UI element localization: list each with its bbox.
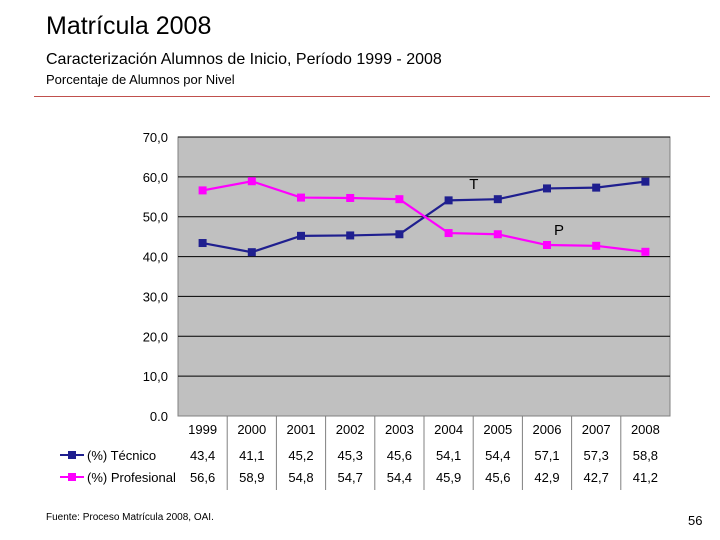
y-tick-label: 30,0 <box>143 289 168 304</box>
legend-label: (%) Técnico <box>87 448 156 463</box>
page-number: 56 <box>688 513 703 528</box>
data-label: 57,1 <box>534 448 559 463</box>
data-point <box>395 230 404 239</box>
data-point <box>346 231 355 240</box>
data-label: 41,1 <box>239 448 264 463</box>
data-point <box>543 184 551 193</box>
x-tick-label: 1999 <box>188 422 217 437</box>
data-point <box>198 239 207 248</box>
data-label: 45,6 <box>387 448 412 463</box>
data-point <box>247 177 256 186</box>
series-annotation: T <box>469 176 478 193</box>
x-tick-label: 2007 <box>582 422 611 437</box>
x-tick-label: 2005 <box>483 422 512 437</box>
y-tick-label: 40,0 <box>143 250 168 265</box>
divider-line <box>34 96 710 97</box>
slide-subtitle: Caracterización Alumnos de Inicio, Perío… <box>46 51 442 68</box>
data-label: 43,4 <box>190 448 215 463</box>
data-point <box>346 193 355 202</box>
x-tick-label: 2004 <box>434 422 463 437</box>
data-label: 58,8 <box>633 448 658 463</box>
data-point <box>493 230 502 239</box>
legend-marker <box>68 451 76 459</box>
data-point <box>444 196 453 205</box>
x-tick-label: 2001 <box>287 422 316 437</box>
data-point <box>198 186 207 195</box>
data-label: 45,9 <box>436 470 461 485</box>
y-tick-label: 0.0 <box>150 409 168 424</box>
x-tick-label: 2003 <box>385 422 414 437</box>
data-point <box>247 248 256 257</box>
x-tick-label: 2006 <box>533 422 562 437</box>
slide-title: Matrícula 2008 <box>46 12 212 40</box>
legend-label: (%) Profesional <box>87 470 176 485</box>
data-label: 54,1 <box>436 448 461 463</box>
x-tick-label: 2000 <box>237 422 266 437</box>
data-label: 54,7 <box>338 470 363 485</box>
data-point <box>592 183 601 192</box>
x-tick-label: 2002 <box>336 422 365 437</box>
series-line-profesional <box>202 180 646 253</box>
data-label: 58,9 <box>239 470 264 485</box>
data-label: 42,9 <box>534 470 559 485</box>
data-label: 54,8 <box>288 470 313 485</box>
data-point <box>297 193 305 202</box>
data-label: 41,2 <box>633 470 658 485</box>
x-tick-label: 2008 <box>631 422 660 437</box>
data-point <box>395 195 404 204</box>
data-point <box>592 241 601 250</box>
data-label: 45,6 <box>485 470 510 485</box>
data-label: 56,6 <box>190 470 215 485</box>
data-point <box>297 231 305 240</box>
data-point <box>543 241 551 250</box>
y-tick-label: 20,0 <box>143 329 168 344</box>
data-point <box>641 247 650 256</box>
data-point <box>641 177 650 186</box>
data-point <box>493 195 502 204</box>
data-label: 57,3 <box>584 448 609 463</box>
data-label: 54,4 <box>485 448 510 463</box>
data-label: 54,4 <box>387 470 412 485</box>
legend-marker <box>68 473 76 481</box>
y-tick-label: 10,0 <box>143 369 168 384</box>
data-point <box>444 229 453 238</box>
data-label: 45,3 <box>338 448 363 463</box>
data-label: 42,7 <box>584 470 609 485</box>
data-label: 45,2 <box>288 448 313 463</box>
series-annotation: P <box>554 222 564 239</box>
chart-caption: Porcentaje de Alumnos por Nivel <box>46 72 235 87</box>
y-tick-label: 60,0 <box>143 170 168 185</box>
y-tick-label: 50,0 <box>143 210 168 225</box>
y-tick-label: 70,0 <box>143 130 168 145</box>
source-note: Fuente: Proceso Matrícula 2008, OAI. <box>46 512 214 523</box>
